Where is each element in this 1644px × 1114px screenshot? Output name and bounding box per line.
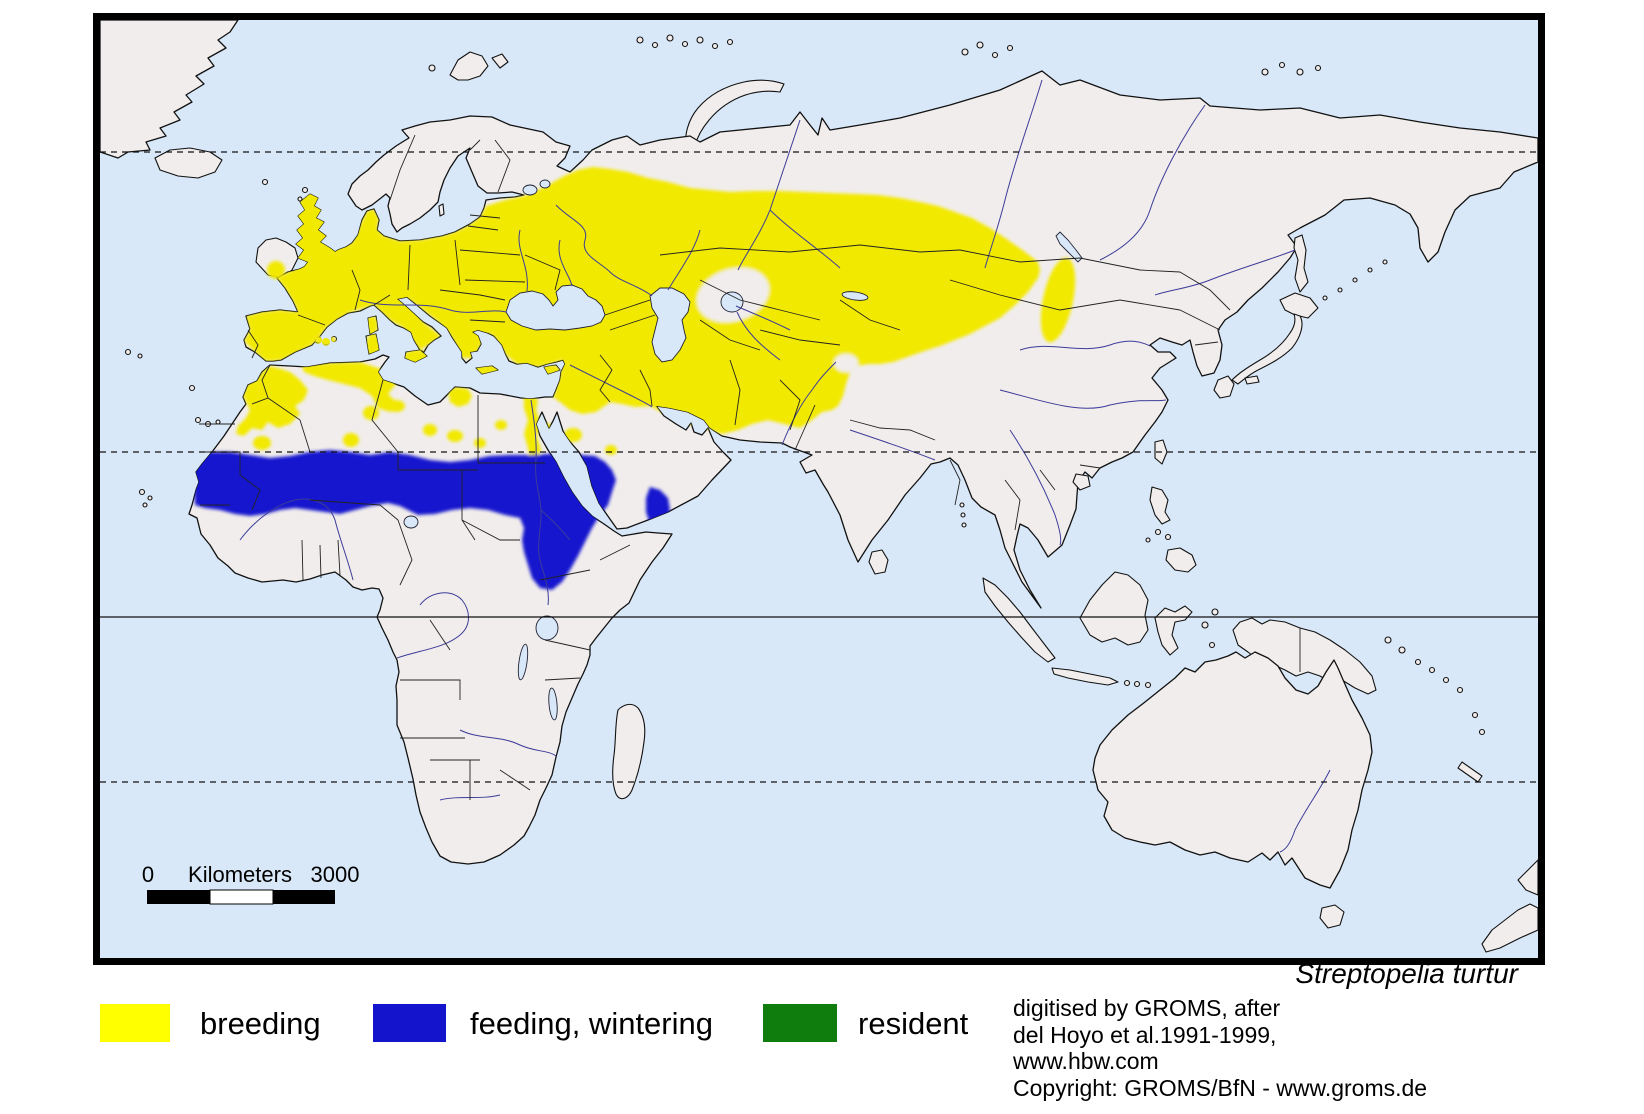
legend-label-breeding: breeding [200,1006,321,1041]
legend-label-resident: resident [858,1006,969,1041]
rivers-layer [239,79,1331,853]
lake-ladoga [522,184,538,196]
kyushu [1213,375,1235,399]
franz-josef-land [636,34,734,50]
lake-tanganyika [517,643,529,681]
sulawesi [1154,605,1193,656]
breeding-range-maghreb-coast [302,362,396,412]
credit-line: del Hoyo et al.1991-1999, [1013,1021,1277,1048]
new-zealand-north [1517,859,1538,896]
australia [1092,651,1373,889]
shetland [301,186,309,194]
breeding-range-mongolia-strip [1040,257,1076,343]
scale-segment-3 [273,890,335,904]
lakes-layer [403,179,1083,721]
scale-bar: 0 Kilometers 3000 [142,862,360,905]
legend-swatch-resident [763,1004,837,1042]
lake-balkhash [841,291,869,301]
sumatra [982,577,1056,663]
iceland [154,147,223,179]
new-siberian-islands [1261,61,1322,76]
scale-unit-label: Kilometers [188,862,292,887]
scale-segment-1 [147,890,210,904]
cape-verde [138,488,153,508]
legend-swatch-breeding [100,1004,170,1042]
sakhalin [1293,234,1309,293]
lake-baikal [1055,231,1083,263]
lake-onega [539,179,551,189]
madagascar [612,703,646,800]
breeding-dot-ireland [267,261,285,279]
latitude-lines-layer [100,151,1538,783]
tasmania [1319,904,1345,929]
moluccas [1201,608,1219,649]
credit-line: digitised by GROMS, after [1013,995,1281,1021]
severnaya-zemlya [961,41,1014,59]
madeira [188,384,196,392]
credits-block: digitised by GROMS, after del Hoyo et al… [1013,995,1427,1101]
andaman-islands [959,502,967,528]
gotland [438,203,445,217]
breeding-range-dots [253,400,617,455]
sri-lanka [868,549,889,575]
credit-line: www.hbw.com [1013,1048,1159,1074]
greenland [100,20,239,159]
lake-malawi [548,687,558,721]
species-name: Streptopelia turtur [1295,958,1518,989]
honshu [1231,313,1303,385]
caspian-sea [649,287,691,363]
melanesia [1384,636,1486,736]
shikoku [1244,375,1260,385]
new-zealand-south [1481,903,1538,953]
svalbard [449,51,489,81]
hokkaido [1279,292,1319,319]
breeding-range-cyrenaica [448,387,472,407]
wintering-range-sahel [192,450,616,590]
kuril-islands [1322,259,1388,301]
lake-chad [403,515,419,529]
range-layer [192,167,1076,590]
credit-line: Copyright: GROMS/BfN - www.groms.de [1013,1074,1428,1101]
hainan [1072,473,1091,491]
breeding-range-nile [524,396,541,462]
range-gap-pamir [834,354,858,372]
scale-end-label: 3000 [311,862,360,887]
mindanao [1165,547,1197,573]
map-frame: 0 Kilometers 3000 [93,13,1545,965]
java [1051,667,1119,686]
legend-swatch-feeding-wintering [373,1004,446,1042]
novaya-zemlya [684,79,785,153]
borneo [1079,571,1149,646]
legend-label-feeding-wintering: feeding, wintering [470,1006,713,1041]
scale-start-label: 0 [142,862,154,887]
faroe-islands [261,178,269,186]
black-sea [505,284,606,331]
luzon [1149,486,1171,525]
azores [124,348,132,356]
map-canvas: 0 Kilometers 3000 [100,20,1538,958]
